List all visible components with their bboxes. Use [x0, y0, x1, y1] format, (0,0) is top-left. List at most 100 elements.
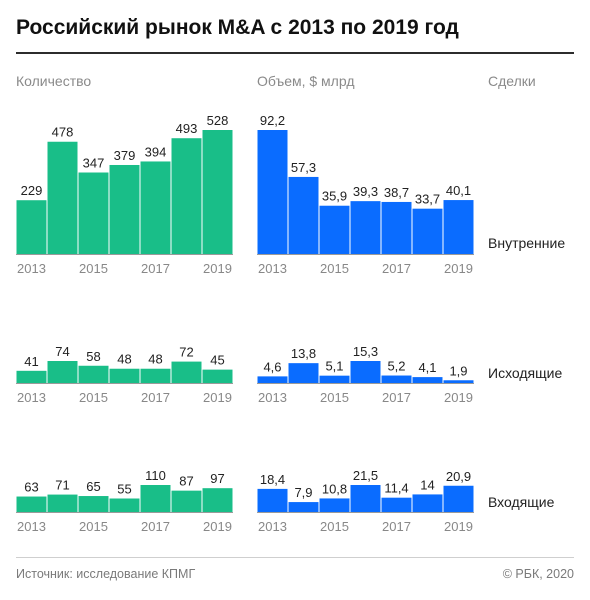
bar — [288, 176, 319, 254]
bar — [109, 498, 140, 512]
x-tick-label: 2013 — [258, 519, 287, 534]
deals-column-header: Сделки — [488, 73, 536, 89]
panel-count-0: 229 478 347 379 394 493 528 2013 2015 2017 2019 — [16, 113, 233, 276]
bar — [319, 375, 350, 383]
chart-title: Российский рынок M&A с 2013 по 2019 год — [16, 16, 459, 39]
bar-value-label: 528 — [207, 113, 229, 128]
bar-value-label: 63 — [24, 480, 38, 495]
bar — [443, 485, 474, 512]
bar — [16, 200, 47, 254]
x-tick-label: 2013 — [17, 390, 46, 405]
bar — [109, 368, 140, 383]
bar — [16, 496, 47, 512]
bar-value-label: 5,2 — [387, 359, 405, 374]
bar-value-label: 45 — [210, 353, 224, 368]
bar-value-label: 40,1 — [446, 183, 471, 198]
bar-value-label: 347 — [83, 156, 105, 171]
x-tick-label: 2013 — [17, 261, 46, 276]
bar-value-label: 38,7 — [384, 185, 409, 200]
deal-type-label: Внутренние — [488, 235, 565, 251]
x-tick-label: 2015 — [79, 261, 108, 276]
bar-value-label: 72 — [179, 345, 193, 360]
bar — [350, 485, 381, 512]
bar-value-label: 379 — [114, 148, 136, 163]
bar — [140, 368, 171, 383]
bar — [257, 130, 288, 254]
bar-value-label: 4,1 — [418, 360, 436, 375]
bar-value-label: 48 — [117, 352, 131, 367]
bar — [202, 369, 233, 383]
x-tick-label: 2015 — [79, 519, 108, 534]
x-tick-label: 2019 — [444, 519, 473, 534]
bar-value-label: 48 — [148, 352, 162, 367]
bar — [78, 172, 109, 254]
bar — [412, 494, 443, 512]
x-tick-label: 2017 — [382, 261, 411, 276]
bar — [257, 488, 288, 512]
bar-value-label: 97 — [210, 471, 224, 486]
bar-value-label: 15,3 — [353, 344, 378, 359]
bar-value-label: 39,3 — [353, 184, 378, 199]
copyright-note: © РБК, 2020 — [502, 567, 574, 581]
bar-value-label: 41 — [24, 354, 38, 369]
bar — [350, 201, 381, 254]
x-tick-label: 2017 — [141, 390, 170, 405]
bar-value-label: 18,4 — [260, 472, 285, 487]
bar — [443, 380, 474, 383]
bar — [47, 494, 78, 512]
deal-type-label: Входящие — [488, 494, 555, 510]
x-tick-label: 2013 — [17, 519, 46, 534]
x-tick-label: 2019 — [203, 519, 232, 534]
bar-value-label: 58 — [86, 349, 100, 364]
bar — [202, 488, 233, 512]
bar — [319, 205, 350, 254]
bar — [47, 141, 78, 254]
bar-value-label: 33,7 — [415, 192, 440, 207]
x-tick-label: 2017 — [141, 519, 170, 534]
panel-volume-1: 92,2 57,3 35,9 39,3 38,7 33,7 40,1 2013 2015 2017… — [257, 113, 474, 276]
bar-value-label: 20,9 — [446, 469, 471, 484]
count-column-header: Количество — [16, 73, 92, 89]
bar — [171, 490, 202, 512]
bar-value-label: 394 — [145, 144, 167, 159]
x-tick-label: 2019 — [444, 390, 473, 405]
bar-value-label: 65 — [86, 479, 100, 494]
bar — [140, 485, 171, 512]
bar — [257, 376, 288, 383]
footer-divider — [16, 557, 574, 558]
x-tick-label: 2017 — [382, 390, 411, 405]
bar-value-label: 55 — [117, 482, 131, 497]
bar — [202, 130, 233, 254]
bar-value-label: 493 — [176, 121, 198, 136]
bar-value-label: 229 — [21, 183, 43, 198]
bar-value-label: 11,4 — [384, 481, 408, 496]
x-tick-label: 2017 — [141, 261, 170, 276]
bar — [381, 201, 412, 254]
bar — [78, 365, 109, 383]
source-note: Источник: исследование КПМГ — [16, 567, 196, 581]
bar-value-label: 4,6 — [263, 359, 281, 374]
x-tick-label: 2013 — [258, 261, 287, 276]
bar — [171, 361, 202, 383]
panel-volume-3: 4,6 13,8 5,1 15,3 5,2 4,1 1,9 2013 2015 2017 2019 — [257, 344, 474, 405]
bar-value-label: 5,1 — [325, 359, 343, 374]
x-tick-label: 2019 — [203, 390, 232, 405]
bar-value-label: 13,8 — [291, 346, 316, 361]
title-divider — [16, 52, 574, 54]
bar-value-label: 71 — [55, 478, 69, 493]
x-tick-label: 2015 — [79, 390, 108, 405]
bar — [381, 497, 412, 512]
bar-value-label: 35,9 — [322, 189, 347, 204]
panel-volume-5: 18,4 7,9 10,8 21,5 11,4 14 20,9 2013 2015 2017 201… — [257, 468, 474, 534]
bar — [319, 498, 350, 512]
x-tick-label: 2019 — [203, 261, 232, 276]
x-tick-label: 2015 — [320, 390, 349, 405]
x-tick-label: 2015 — [320, 261, 349, 276]
bar-value-label: 74 — [55, 344, 69, 359]
x-tick-label: 2019 — [444, 261, 473, 276]
bar — [78, 496, 109, 512]
bar — [288, 502, 319, 512]
bar-value-label: 21,5 — [353, 468, 378, 483]
panel-count-2: 41 74 58 48 48 72 45 2013 2015 2017 2019 — [16, 344, 233, 405]
